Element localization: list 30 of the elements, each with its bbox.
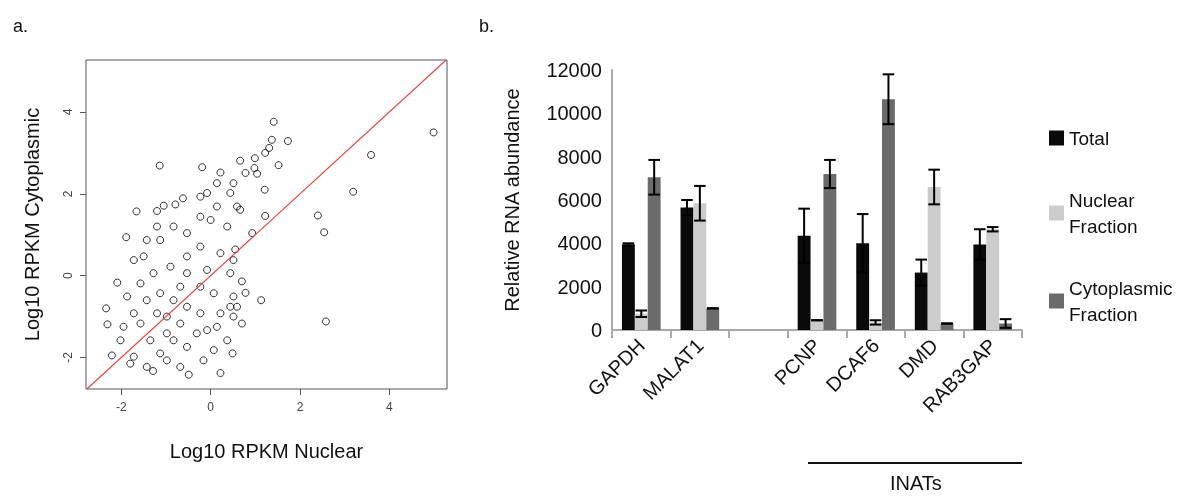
- y-tick-label: 10000: [546, 102, 602, 125]
- x-tick-label: 4: [386, 400, 394, 414]
- bar: [927, 187, 941, 330]
- legend-label: Nuclear Fraction: [1069, 189, 1140, 237]
- y-axis-title: Relative RNA abundance: [501, 88, 523, 312]
- y-tick-label: 2000: [557, 275, 602, 298]
- bar: [823, 174, 837, 330]
- x-tick-label: 0: [207, 400, 215, 414]
- y-axis-title: Log10 RPKM Cytoplasmic: [21, 107, 43, 342]
- text: INATs: [890, 472, 942, 495]
- y-tick-label: 6000: [557, 189, 602, 211]
- y-tick-label: 0: [61, 271, 75, 279]
- x-tick-label: 2: [296, 400, 304, 414]
- y-tick-label: 2: [61, 190, 75, 198]
- chart-title: a.: [13, 16, 29, 36]
- x-tick-label: -2: [115, 400, 127, 414]
- y-tick-label: 0: [590, 319, 602, 341]
- x-axis-title: Log10 RPKM Nuclear: [169, 440, 364, 462]
- bar: [693, 203, 707, 330]
- chart-title: b.: [479, 16, 495, 36]
- bar: [647, 177, 661, 330]
- legend-label: Total: [1069, 127, 1110, 149]
- bar: [706, 308, 720, 330]
- y-tick-label: 4000: [557, 232, 602, 255]
- bar: [882, 99, 895, 330]
- y-tick-label: 4: [61, 108, 75, 116]
- legend-label: Cytoplasmic Fraction: [1069, 277, 1178, 325]
- y-tick-label: 8000: [557, 145, 602, 168]
- bar: [986, 229, 1000, 330]
- y-tick-label: 12000: [546, 59, 602, 81]
